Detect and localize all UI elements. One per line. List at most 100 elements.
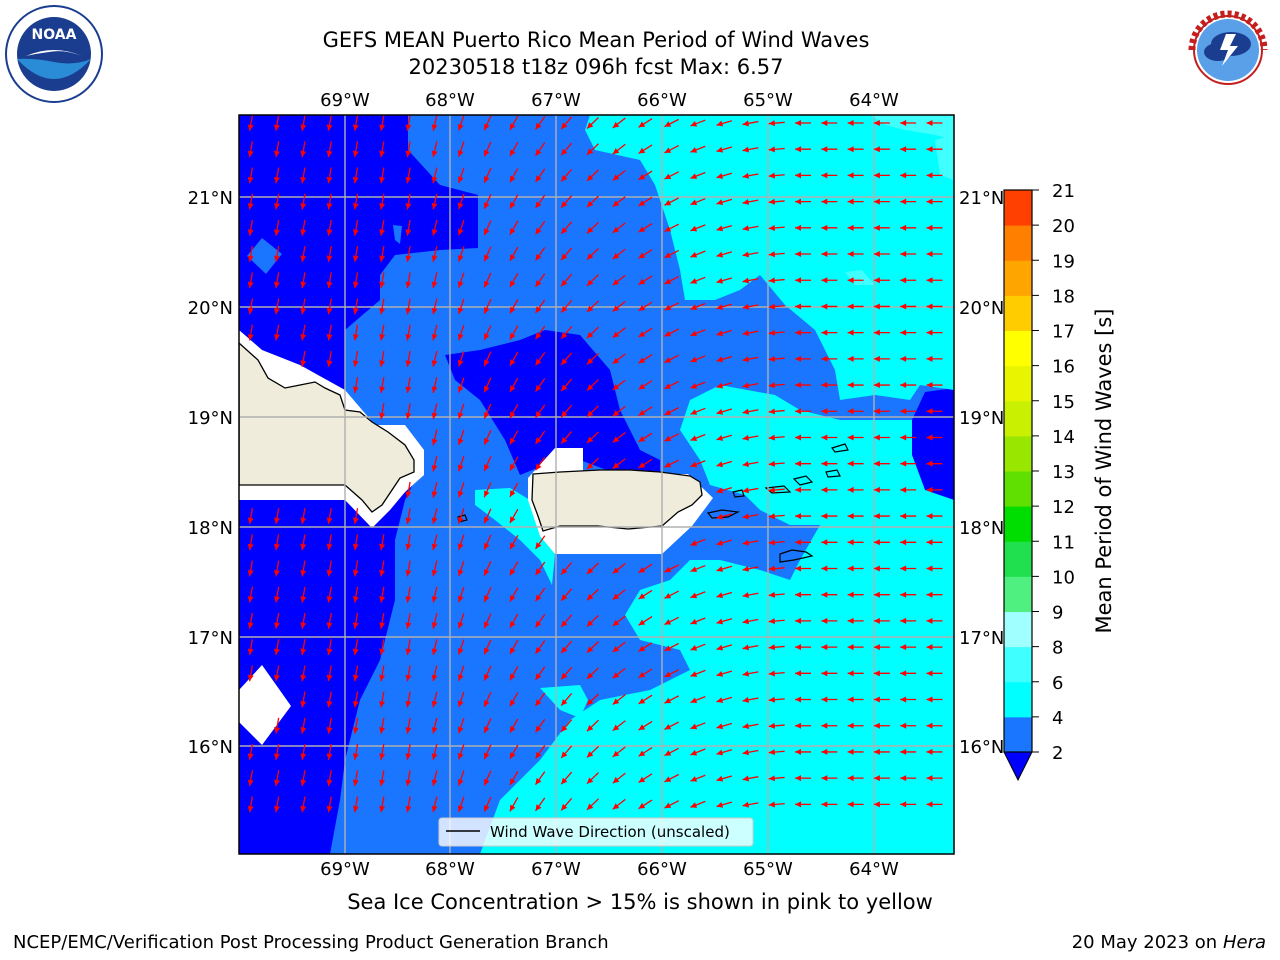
wind-wave-arrow <box>900 801 917 808</box>
wind-wave-arrow <box>483 351 492 367</box>
wind-wave-arrow <box>560 404 573 418</box>
wind-wave-arrow <box>273 586 280 603</box>
wind-wave-arrow <box>612 746 626 758</box>
wind-wave-arrow <box>638 458 653 469</box>
wind-wave-arrow <box>873 251 890 258</box>
wind-wave-arrow <box>457 324 465 341</box>
wind-wave-arrow <box>379 350 386 367</box>
wind-wave-arrow <box>821 224 838 231</box>
wind-wave-arrow <box>273 115 280 131</box>
wind-wave-arrow <box>716 696 733 703</box>
wind-wave-arrow <box>926 434 943 441</box>
wind-wave-arrow <box>483 482 492 498</box>
wind-wave-arrow <box>847 251 864 258</box>
wind-wave-arrow <box>431 612 438 629</box>
wind-wave-arrow <box>795 617 812 624</box>
period-below-2-region-central <box>445 330 660 475</box>
wind-wave-arrow <box>405 219 412 236</box>
colorbar-segment <box>1004 365 1032 402</box>
wind-wave-arrow <box>638 747 653 757</box>
wind-wave-arrow <box>300 586 307 603</box>
wind-wave-arrow <box>847 513 864 520</box>
wind-wave-arrow <box>300 298 307 315</box>
wind-wave-arrow <box>586 772 599 785</box>
footer-date: 20 May 2023 on Hera <box>1072 932 1266 953</box>
wind-wave-arrow <box>457 351 465 367</box>
wind-wave-arrow <box>873 696 890 703</box>
wind-wave-arrow <box>405 272 412 289</box>
wind-wave-arrow <box>638 222 653 233</box>
wind-wave-arrow <box>379 612 386 629</box>
wind-wave-arrow <box>900 460 917 467</box>
wind-wave-arrow <box>742 801 759 808</box>
wind-wave-arrow <box>900 565 917 572</box>
wind-wave-arrow <box>535 351 546 366</box>
wind-wave-arrow <box>768 591 785 598</box>
wind-wave-arrow <box>379 141 386 158</box>
wind-wave-arrow <box>716 513 733 520</box>
wind-wave-arrow <box>716 487 733 494</box>
wind-wave-arrow <box>690 302 706 310</box>
wind-wave-arrow <box>821 775 838 782</box>
wind-wave-arrow <box>509 220 519 236</box>
lat-tick-label-right: 17°N <box>959 628 1004 649</box>
wind-wave-arrow <box>716 644 733 651</box>
wind-wave-arrow <box>612 169 626 181</box>
wind-wave-arrows <box>247 115 943 813</box>
wind-wave-arrow <box>847 198 864 205</box>
wind-wave-arrow <box>535 168 546 183</box>
wind-wave-arrow <box>326 115 333 131</box>
wind-wave-arrow <box>612 327 626 339</box>
wind-wave-arrow <box>326 665 333 682</box>
wind-wave-arrow <box>768 329 785 336</box>
wind-wave-arrow <box>326 639 333 656</box>
wind-wave-arrow <box>821 644 838 651</box>
wind-wave-arrow <box>352 796 359 813</box>
period-6-8-patch-east <box>935 135 954 180</box>
wind-wave-arrow <box>638 799 653 810</box>
colorbar-tick-label: 17 <box>1052 322 1075 343</box>
wind-wave-arrow <box>431 167 438 184</box>
wind-wave-arrow <box>379 193 386 210</box>
wind-wave-arrow <box>795 120 812 126</box>
wind-wave-arrow <box>821 670 838 677</box>
wind-wave-arrow <box>560 247 573 261</box>
wind-wave-arrow <box>847 329 864 336</box>
wind-wave-arrow <box>326 691 333 708</box>
wind-wave-arrow <box>873 748 890 755</box>
wind-wave-arrow <box>509 430 519 445</box>
lon-axis-bottom: 69°W 68°W 67°W 66°W 65°W 64°W <box>320 859 899 880</box>
wind-wave-arrow <box>431 115 438 131</box>
wind-wave-arrow <box>768 434 785 441</box>
wind-wave-arrow <box>768 146 785 153</box>
wind-wave-arrow <box>690 669 706 677</box>
wind-wave-arrow <box>795 146 812 153</box>
wind-wave-arrow <box>483 587 492 603</box>
wind-wave-arrow <box>664 302 680 311</box>
wind-wave-arrow <box>586 405 599 418</box>
wind-wave-arrow <box>457 115 465 131</box>
lat-tick-label-left: 16°N <box>188 737 233 758</box>
wind-wave-arrow <box>300 796 307 813</box>
wind-wave-arrow <box>586 169 599 182</box>
wind-wave-arrow <box>300 115 307 131</box>
wind-wave-arrow <box>273 272 280 289</box>
wind-wave-arrow <box>457 770 465 786</box>
wind-wave-arrow <box>742 461 759 467</box>
colorbar-segment <box>1004 190 1032 226</box>
wind-wave-arrow <box>612 694 626 705</box>
wind-wave-arrow <box>821 617 838 624</box>
wind-wave-arrow <box>586 693 599 706</box>
wind-wave-arrow <box>795 224 812 231</box>
wind-wave-arrow <box>847 565 864 572</box>
wind-wave-arrow <box>900 775 917 782</box>
wind-wave-arrow <box>300 639 307 656</box>
wind-wave-arrow <box>483 639 492 655</box>
wind-wave-arrow <box>586 221 599 234</box>
wind-wave-arrow <box>612 772 626 784</box>
colorbar-tick-label: 10 <box>1052 567 1075 588</box>
wind-wave-arrow <box>560 614 573 628</box>
wind-wave-arrow <box>821 722 838 729</box>
wind-wave-arrow <box>926 801 943 808</box>
wind-wave-arrow <box>509 535 519 550</box>
